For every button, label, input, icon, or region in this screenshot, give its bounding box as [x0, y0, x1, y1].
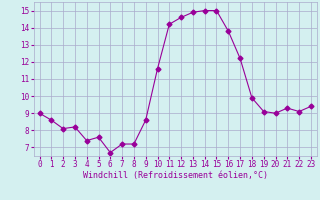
X-axis label: Windchill (Refroidissement éolien,°C): Windchill (Refroidissement éolien,°C): [83, 171, 268, 180]
